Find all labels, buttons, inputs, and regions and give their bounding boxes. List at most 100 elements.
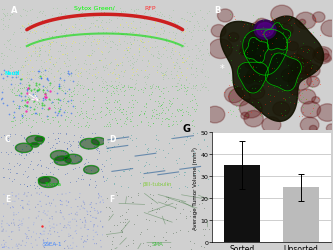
Point <box>155 117 160 121</box>
Point <box>168 51 174 55</box>
Point <box>64 171 70 175</box>
Point <box>34 82 39 86</box>
Point <box>278 111 284 115</box>
Point <box>94 111 99 115</box>
Point <box>142 87 148 91</box>
Point <box>55 36 60 40</box>
Point <box>40 76 46 80</box>
Point <box>189 60 195 64</box>
Point <box>260 20 266 24</box>
Point <box>63 41 68 45</box>
Point <box>41 75 46 79</box>
Point <box>97 84 102 88</box>
Point <box>23 60 28 64</box>
Point <box>205 177 211 181</box>
Point <box>19 24 24 28</box>
Point <box>91 238 96 242</box>
Point <box>27 108 33 112</box>
Point <box>76 143 81 147</box>
Point <box>171 52 176 56</box>
Point <box>313 68 319 72</box>
Point <box>74 224 80 228</box>
Point <box>140 89 145 93</box>
Point <box>33 120 38 124</box>
Point <box>259 38 264 42</box>
Point <box>60 53 66 57</box>
Point <box>64 28 69 32</box>
Point <box>65 54 70 58</box>
Point <box>21 135 27 139</box>
Point <box>166 196 171 200</box>
Point <box>256 74 262 78</box>
Point <box>1 192 7 196</box>
Point <box>18 104 23 108</box>
Point <box>91 112 96 116</box>
Point <box>52 160 58 164</box>
Point <box>64 142 70 146</box>
Point <box>51 143 56 147</box>
Point <box>308 32 313 36</box>
Point <box>11 218 16 222</box>
Point <box>313 20 318 24</box>
Point <box>121 84 127 88</box>
Point <box>128 31 133 35</box>
Point <box>51 85 57 89</box>
Point <box>250 23 255 27</box>
Point <box>18 31 24 35</box>
Text: C: C <box>5 134 10 143</box>
Point <box>145 40 151 44</box>
Ellipse shape <box>300 118 319 133</box>
Point <box>55 70 60 74</box>
Point <box>282 114 288 118</box>
Point <box>115 223 120 227</box>
Point <box>43 92 48 96</box>
Point <box>70 80 76 84</box>
Point <box>5 70 10 74</box>
Point <box>170 85 175 89</box>
Point <box>46 90 51 94</box>
Point <box>109 91 114 95</box>
Point <box>163 156 168 160</box>
Point <box>176 173 181 177</box>
Point <box>130 86 135 89</box>
Point <box>286 72 291 76</box>
Point <box>91 16 96 20</box>
Point <box>155 112 160 116</box>
Point <box>62 119 67 123</box>
Point <box>67 190 73 194</box>
Point <box>244 88 250 92</box>
Point <box>0 28 6 32</box>
Point <box>97 59 102 63</box>
Point <box>1 13 6 17</box>
Point <box>145 49 150 53</box>
Point <box>84 121 89 125</box>
Point <box>267 20 272 24</box>
Point <box>81 62 86 66</box>
Point <box>64 28 69 32</box>
Point <box>72 104 77 108</box>
Point <box>38 59 44 63</box>
Point <box>309 86 315 90</box>
Text: B: B <box>214 6 220 15</box>
Point <box>75 122 81 126</box>
Point <box>70 40 75 44</box>
Point <box>102 65 107 69</box>
Point <box>287 40 292 44</box>
Point <box>182 42 187 46</box>
Point <box>41 238 46 242</box>
Point <box>107 157 112 161</box>
Point <box>282 108 287 112</box>
Point <box>256 16 261 20</box>
Point <box>121 169 126 173</box>
Point <box>143 109 148 113</box>
Point <box>3 240 9 244</box>
Point <box>175 75 180 79</box>
Point <box>175 70 180 74</box>
Point <box>92 209 98 213</box>
Point <box>77 84 83 88</box>
Point <box>129 115 135 119</box>
Point <box>171 77 176 81</box>
Point <box>119 125 124 129</box>
Point <box>160 92 166 96</box>
Point <box>13 194 19 198</box>
